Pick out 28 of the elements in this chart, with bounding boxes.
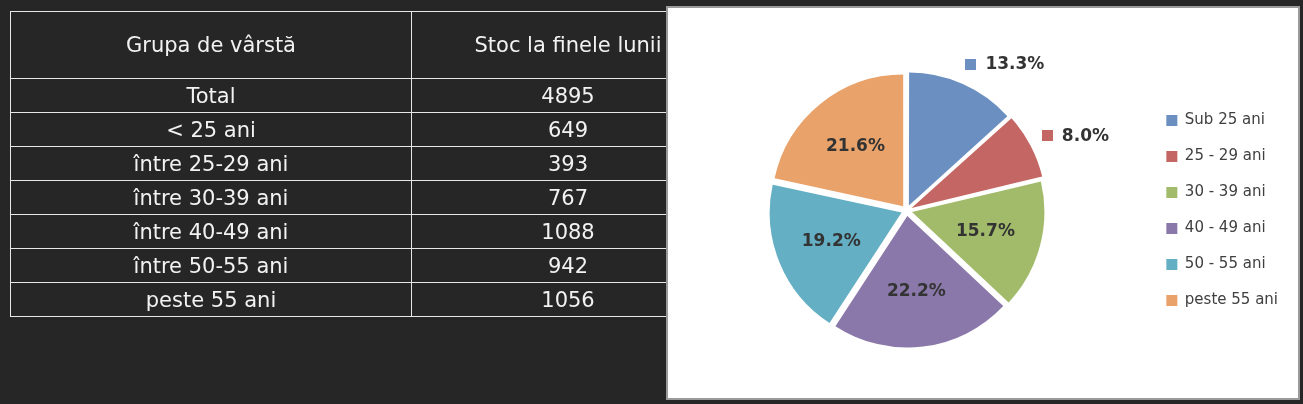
text: 1088 xyxy=(411,214,725,249)
data-label: 15.7% xyxy=(955,219,1015,240)
data-label: 13.3% xyxy=(985,53,1045,74)
data-label: 19.2% xyxy=(801,229,861,250)
text: Grupa de vârstă xyxy=(10,11,412,79)
legend-label: peste 55 ani xyxy=(1184,290,1279,309)
text: < 25 ani xyxy=(10,112,412,147)
legend-label: 40 - 49 ani xyxy=(1184,218,1266,237)
legend-label: 30 - 39 ani xyxy=(1184,182,1266,201)
text: Total xyxy=(10,78,412,113)
text: 1056 xyxy=(411,282,725,317)
data-label: 21.6% xyxy=(826,135,885,156)
text: Stoc la finele lunii xyxy=(411,11,725,79)
legend-label: 50 - 55 ani xyxy=(1184,254,1266,273)
text: peste 55 ani xyxy=(10,282,412,317)
text: între 40-49 ani xyxy=(10,214,412,249)
text: 4895 xyxy=(411,78,725,113)
text: între 50-55 ani xyxy=(10,248,412,283)
text: 393 xyxy=(411,146,725,181)
text: 942 xyxy=(411,248,725,283)
text: 649 xyxy=(411,112,725,147)
text: între 25-29 ani xyxy=(10,146,412,181)
data-label: 22.2% xyxy=(886,279,946,300)
data-label: 8.0% xyxy=(1061,124,1110,145)
text: între 30-39 ani xyxy=(10,180,412,215)
legend-label: Sub 25 ani xyxy=(1184,110,1265,129)
legend-label: 25 - 29 ani xyxy=(1184,146,1266,165)
text: 767 xyxy=(411,180,725,215)
